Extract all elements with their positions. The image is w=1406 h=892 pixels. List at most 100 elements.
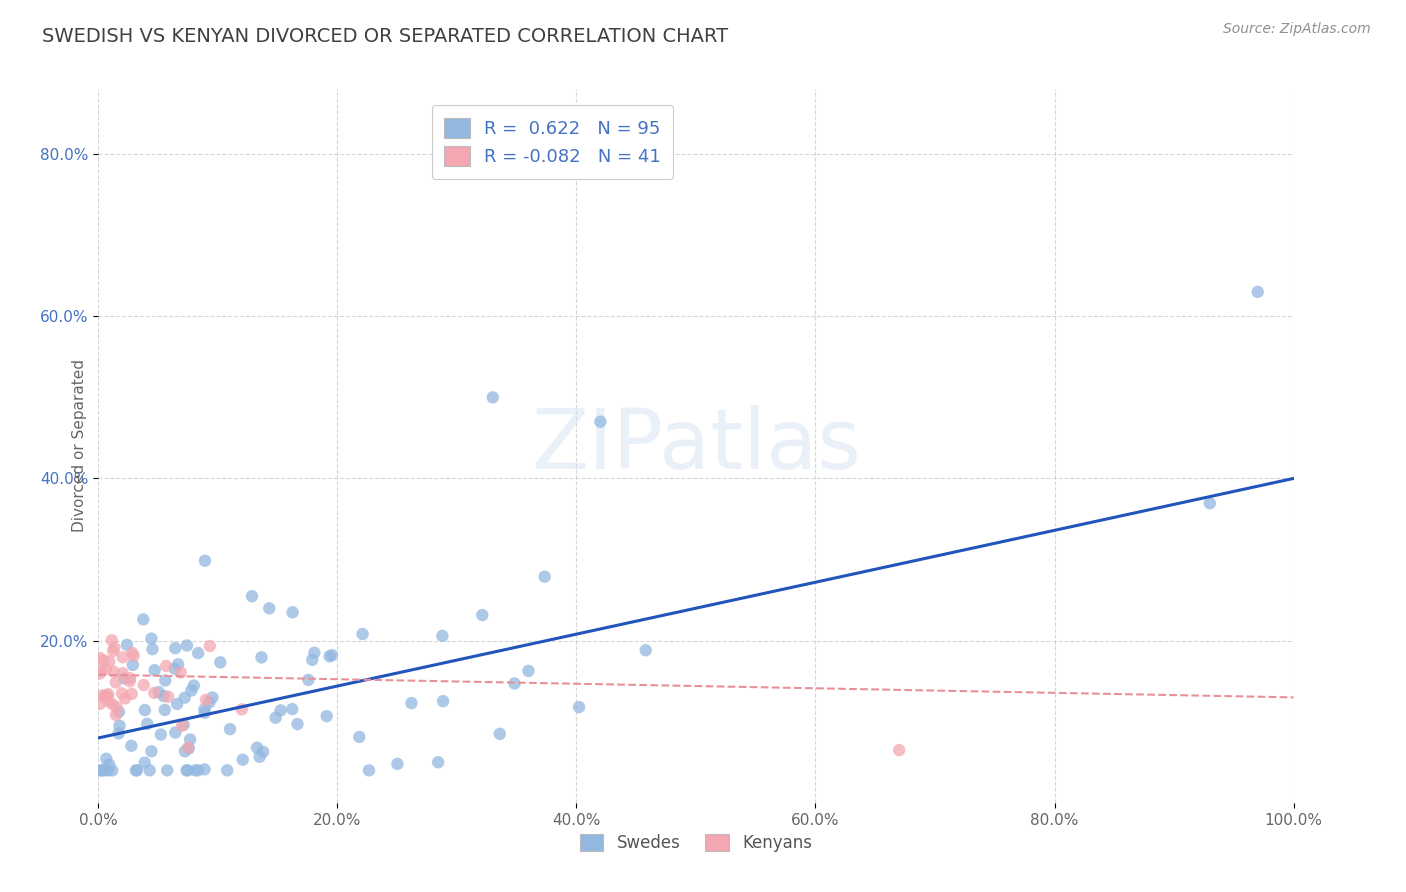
Text: ZIPatlas: ZIPatlas [531, 406, 860, 486]
Point [90, 664, 112, 678]
Point [427, 756, 450, 770]
Point [165, 725, 187, 739]
Point [94, 689, 117, 703]
Point [198, 695, 221, 709]
Point [104, 707, 127, 722]
Point [264, 711, 287, 725]
Point [115, 638, 138, 652]
Point [143, 663, 166, 677]
Point [246, 740, 269, 755]
Point [177, 740, 200, 755]
Point [217, 764, 239, 778]
Point [101, 698, 124, 712]
Point [481, 390, 505, 404]
Point [297, 673, 319, 687]
Point [488, 727, 510, 741]
Point [174, 744, 197, 758]
Point [184, 764, 207, 778]
Point [149, 727, 172, 741]
Point [94, 662, 117, 676]
Point [101, 633, 124, 648]
Point [183, 679, 205, 693]
Point [89, 651, 111, 665]
Point [157, 690, 180, 704]
Point [170, 665, 193, 680]
Point [176, 764, 198, 778]
Point [155, 659, 177, 673]
Point [194, 706, 217, 720]
Point [568, 700, 591, 714]
Point [98, 655, 121, 669]
Point [167, 657, 190, 672]
Point [111, 686, 134, 700]
Point [177, 741, 200, 756]
Point [180, 683, 202, 698]
Point [176, 764, 198, 778]
Point [889, 743, 911, 757]
Point [471, 608, 494, 623]
Point [304, 646, 326, 660]
Point [136, 716, 159, 731]
Point [93, 653, 115, 667]
Point [1199, 496, 1222, 510]
Point [387, 756, 409, 771]
Point [357, 764, 380, 778]
Point [96, 690, 118, 704]
Point [432, 694, 454, 708]
Point [281, 702, 304, 716]
Point [111, 650, 134, 665]
Point [103, 665, 125, 679]
Point [194, 554, 217, 568]
Point [155, 673, 177, 688]
Point [97, 687, 120, 701]
Point [589, 415, 612, 429]
Legend: Swedes, Kenyans: Swedes, Kenyans [574, 827, 818, 859]
Point [108, 719, 131, 733]
Point [138, 764, 160, 778]
Point [134, 756, 156, 770]
Point [141, 642, 163, 657]
Point [89, 697, 111, 711]
Point [195, 693, 218, 707]
Point [132, 612, 155, 626]
Point [141, 632, 163, 646]
Point [98, 757, 121, 772]
Point [270, 703, 292, 717]
Point [91, 764, 114, 778]
Point [432, 629, 454, 643]
Point [152, 689, 174, 703]
Point [122, 648, 145, 663]
Point [193, 763, 215, 777]
Point [120, 671, 142, 685]
Point [349, 730, 371, 744]
Point [121, 687, 143, 701]
Point [97, 694, 120, 708]
Point [634, 643, 657, 657]
Point [143, 686, 166, 700]
Point [187, 764, 209, 778]
Point [352, 627, 374, 641]
Point [108, 705, 131, 719]
Point [105, 700, 128, 714]
Point [107, 726, 129, 740]
Point [318, 649, 340, 664]
Point [103, 640, 125, 655]
Point [249, 749, 271, 764]
Point [533, 570, 555, 584]
Point [101, 764, 124, 778]
Point [94, 690, 117, 705]
Point [173, 690, 195, 705]
Point [134, 703, 156, 717]
Point [120, 739, 142, 753]
Point [91, 689, 114, 703]
Point [219, 722, 242, 736]
Text: Source: ZipAtlas.com: Source: ZipAtlas.com [1223, 22, 1371, 37]
Point [97, 764, 120, 778]
Point [201, 690, 224, 705]
Point [112, 671, 135, 685]
Point [193, 702, 215, 716]
Point [1247, 285, 1270, 299]
Point [121, 646, 143, 660]
Point [503, 676, 526, 690]
Point [240, 589, 263, 603]
